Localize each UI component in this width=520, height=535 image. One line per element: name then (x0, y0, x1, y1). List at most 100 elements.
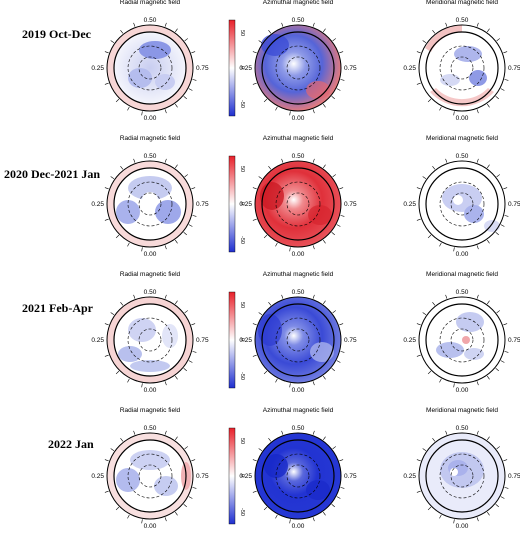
phase-tick (503, 323, 508, 326)
svg-text:0.25: 0.25 (403, 473, 416, 480)
phase-tick (336, 88, 341, 91)
azimuthal-map-row3: Azimuthal magnetic field 0.50 0.00 0.25 … (239, 271, 357, 394)
phase-tick (453, 383, 455, 388)
phase-tick (336, 224, 341, 227)
phase-tick (422, 40, 427, 44)
phase-tick (339, 323, 344, 326)
phase-tick (312, 381, 315, 386)
svg-text:Meridional magnetic field: Meridional magnetic field (426, 271, 498, 278)
svg-text:0.00: 0.00 (292, 523, 305, 530)
svg-text:0.75: 0.75 (508, 337, 520, 344)
phase-tick (258, 448, 263, 452)
phase-tick (332, 174, 337, 178)
phase-tick (312, 22, 315, 27)
phase-tick (486, 103, 490, 108)
phase-tick (422, 176, 427, 180)
phase-tick (115, 506, 120, 511)
phase-tick (252, 323, 257, 326)
phase-tick (312, 109, 315, 114)
colorbar-row1: 50 0 -50 (228, 19, 245, 117)
phase-tick (115, 98, 120, 103)
phase-tick (183, 368, 187, 372)
svg-text:0: 0 (239, 338, 245, 341)
radial-map-row4: Radial magnetic field 0.50 0.00 0.25 0.7… (91, 407, 209, 530)
svg-text:0.50: 0.50 (456, 289, 469, 296)
svg-text:0.25: 0.25 (403, 201, 416, 208)
phase-tick (104, 323, 109, 326)
phase-tick (268, 437, 272, 442)
phase-tick (141, 383, 143, 388)
phase-tick (427, 506, 432, 511)
phase-tick (495, 232, 499, 236)
phase-tick (340, 351, 345, 353)
azimuthal-map-row1: Azimuthal magnetic field 0.50 0.00 0.25 … (239, 0, 357, 122)
row-label-1: 2019 Oct-Dec (22, 27, 92, 41)
phase-tick (331, 232, 335, 236)
phase-tick (183, 232, 187, 236)
phase-tick (339, 459, 344, 462)
phase-tick-marks (104, 22, 509, 524)
phase-tick (263, 370, 268, 375)
phase-tick (141, 519, 143, 524)
svg-text:0.50: 0.50 (292, 17, 305, 24)
phase-tick (127, 514, 130, 519)
phase-tick (486, 375, 490, 380)
phase-tick (504, 215, 509, 217)
phase-tick (192, 351, 197, 353)
phase-tick (422, 448, 427, 452)
svg-text:-50: -50 (239, 372, 245, 380)
phase-tick (439, 106, 442, 111)
row-label-3: 2021 Feb-Apr (22, 301, 94, 315)
svg-text:0: 0 (239, 202, 245, 205)
radial-map-row2: Radial magnetic field 0.50 0.00 0.25 0.7… (91, 135, 209, 258)
phase-tick (258, 176, 263, 180)
phase-tick (133, 294, 136, 299)
phase-tick (191, 323, 196, 326)
phase-tick (184, 310, 189, 314)
phase-tick (275, 106, 278, 111)
phase-tick (127, 106, 130, 111)
phase-tick (120, 29, 124, 34)
svg-text:Meridional magnetic field: Meridional magnetic field (426, 135, 498, 142)
phase-tick (427, 234, 432, 239)
phase-tick (281, 22, 284, 27)
phase-tick (268, 165, 272, 170)
phase-tick (504, 487, 509, 489)
phase-tick (268, 301, 272, 306)
phase-tick (252, 51, 257, 54)
phase-tick (115, 234, 120, 239)
phase-tick (445, 430, 448, 435)
phase-tick (439, 242, 442, 247)
phase-tick (263, 98, 268, 103)
svg-text:Radial magnetic field: Radial magnetic field (120, 135, 181, 142)
phase-tick (439, 514, 442, 519)
phase-tick (322, 300, 326, 305)
phase-tick (312, 517, 315, 522)
panel-title-radial: Radial magnetic field (120, 0, 181, 6)
phase-tick (445, 158, 448, 163)
svg-text:0.25: 0.25 (239, 473, 252, 480)
svg-text:0.00: 0.00 (144, 115, 157, 122)
phase-tick (104, 354, 109, 357)
phase-tick (133, 22, 136, 27)
phase-tick (281, 158, 284, 163)
phase-tick (496, 446, 501, 450)
phase-tick (486, 300, 490, 305)
phase-tick (164, 381, 167, 386)
phase-tick (332, 310, 337, 314)
phase-tick (476, 294, 479, 299)
phase-tick (281, 430, 284, 435)
phase-tick (252, 218, 257, 221)
phase-tick (432, 29, 436, 34)
phase-tick (439, 378, 442, 383)
row-label-4: 2022 Jan (48, 437, 94, 451)
phase-tick (174, 28, 178, 33)
phase-tick (416, 187, 421, 190)
phase-tick (495, 96, 499, 100)
phase-tick (183, 96, 187, 100)
phase-tick (188, 496, 193, 499)
phase-tick (174, 436, 178, 441)
phase-tick (445, 22, 448, 27)
phase-tick (174, 300, 178, 305)
phase-tick (496, 174, 501, 178)
